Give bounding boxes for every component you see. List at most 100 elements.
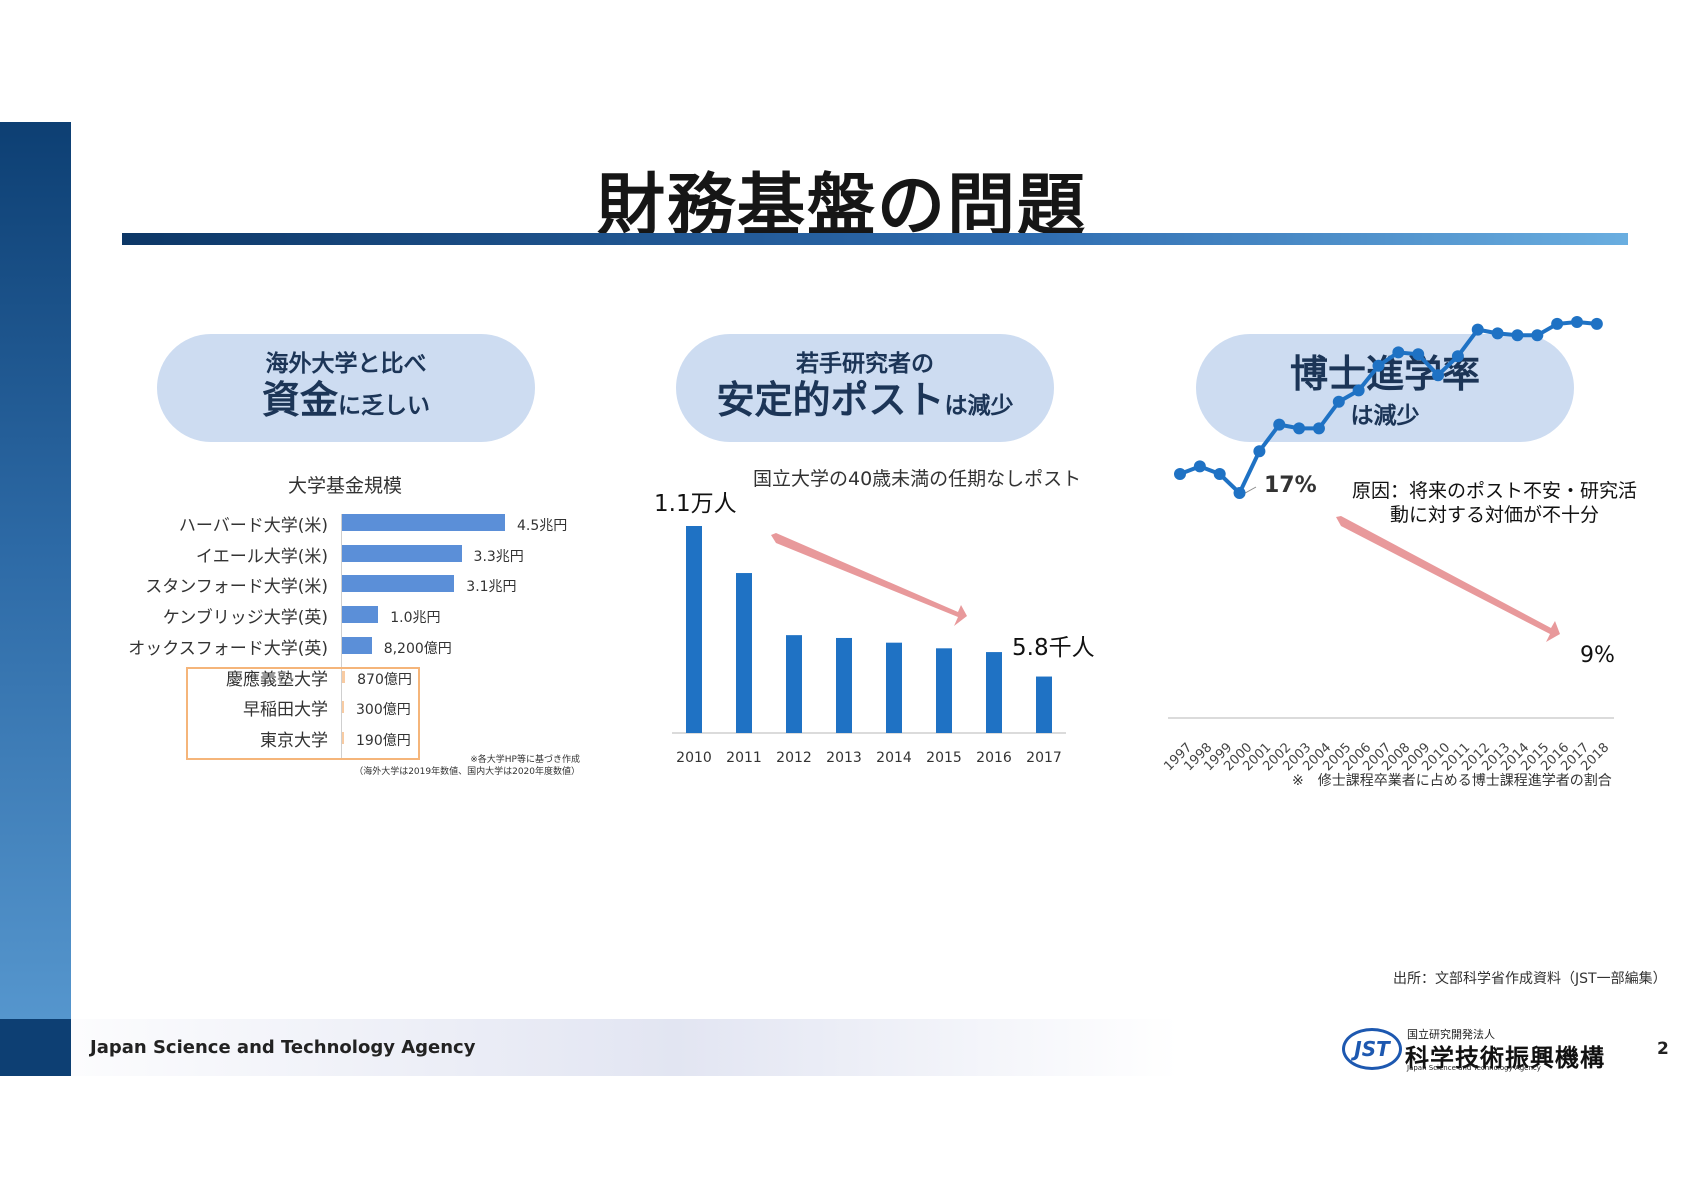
phd-rate-point [1332, 395, 1345, 408]
page-number: 2 [1657, 1039, 1669, 1059]
endowment-chart-title: 大学基金規模 [288, 475, 403, 497]
endowment-value-label: 3.3兆円 [473, 548, 524, 565]
endowment-bar [342, 544, 462, 562]
endowment-axis-line [341, 514, 342, 758]
posts-bar [786, 635, 802, 733]
footer-org-name: Japan Science and Technology Agency [90, 1037, 476, 1058]
endowment-value-label: 4.5兆円 [517, 518, 568, 534]
phd-rate-point [1233, 487, 1246, 499]
phd-cause-line1: 原因：将来のポスト不安・研究活 [1352, 480, 1638, 502]
posts-bar [686, 526, 702, 733]
endowment-category-label: ケンブリッジ大学(英) [162, 608, 328, 629]
posts-year-tick: 2010 [676, 750, 712, 766]
endowment-category-label: スタンフォード大学(米) [145, 577, 328, 598]
phd-rate-point [1293, 422, 1306, 435]
posts-pill-rest: は減少 [944, 393, 1014, 419]
endowment-value-label: 8,200億円 [383, 640, 452, 657]
phd-rate-point [1531, 329, 1544, 342]
phd-rate-point [1312, 422, 1325, 435]
logo-org-type: 国立研究開発法人 [1407, 1028, 1495, 1041]
funds-pill-rest: に乏しい [338, 393, 430, 419]
endowment-category-label: 慶應義塾大学 [226, 669, 328, 690]
phd-rate-point [1213, 468, 1226, 480]
posts-bar [986, 652, 1002, 733]
funds-heading-pill: 海外大学と比べ 資金に乏しい [157, 334, 535, 442]
posts-heading-pill: 若手研究者の 安定的ポストは減少 [676, 334, 1054, 442]
phd-rate-point [1432, 369, 1445, 382]
endowment-bar [342, 701, 344, 714]
phd-rate-point [1511, 329, 1524, 342]
posts-chart-title: 国立大学の40歳未満の任期なしポスト [753, 468, 1082, 490]
page-title: 財務基盤の問題 [596, 167, 1087, 246]
phd-rate-point [1551, 317, 1564, 330]
phd-pill-rest: は減少 [1350, 403, 1420, 429]
phd-trend-arrow [1336, 516, 1560, 642]
posts-year-tick: 2014 [876, 750, 912, 766]
posts-bar [936, 648, 952, 733]
posts-pill-line1: 若手研究者の [796, 351, 934, 377]
footer-band [0, 1019, 1684, 1076]
phd-rate-point [1412, 348, 1425, 361]
phd-rate-line [1179, 319, 1597, 497]
endowment-bar [342, 575, 455, 593]
endowment-note: ※各大学HP等に基づき作成 （海外大学は2019年数値、国内大学は2020年度数… [330, 754, 580, 778]
endowment-value-label: 3.1兆円 [466, 579, 517, 596]
logo-org-english: Japan Science and Technology Agency [1407, 1064, 1541, 1072]
posts-year-tick: 2012 [776, 750, 812, 766]
endowment-note-line1: ※各大学HP等に基づき作成 [470, 755, 580, 765]
source-citation: 出所：文部科学省作成資料（JST一部編集） [1393, 971, 1667, 987]
phd-cause-annotation: 原因：将来のポスト不安・研究活 動に対する対価が不十分 [1352, 479, 1637, 527]
phd-heading-pill: 博士進学率 は減少 [1196, 334, 1574, 442]
posts-pill-big: 安定的ポスト [716, 378, 945, 422]
jst-logo-icon: JST [1342, 1028, 1402, 1070]
endowment-category-label: 東京大学 [260, 730, 328, 751]
posts-bar [1036, 676, 1052, 733]
phd-footnote: ※ 修士課程卒業者に占める博士課程進学者の割合 [1292, 773, 1612, 789]
endowment-bar [342, 731, 344, 744]
funds-pill-line1: 海外大学と比べ [265, 351, 427, 377]
domestic-highlight-box [186, 667, 420, 760]
endowment-value-label: 1.0兆円 [390, 610, 441, 627]
logo-org-name: 科学技術振興機構 [1405, 1044, 1605, 1072]
phd-peak-label: 17% [1264, 473, 1317, 498]
endowment-bar [342, 670, 346, 683]
endowment-value-label: 870億円 [357, 671, 412, 688]
phd-end-label: 9% [1580, 643, 1615, 668]
phd-rate-point [1571, 316, 1583, 328]
endowment-bar [342, 606, 379, 624]
endowment-bar [342, 514, 505, 531]
posts-bar [886, 642, 902, 733]
posts-bar [736, 573, 752, 733]
endowment-category-label: イエール大学(米) [195, 546, 328, 567]
phd-rate-point [1590, 317, 1603, 330]
endowment-bar [342, 636, 372, 654]
endowment-note-line2: （海外大学は2019年数値、国内大学は2020年度数値） [354, 767, 580, 777]
posts-start-label: 1.1万人 [654, 491, 737, 517]
posts-year-tick: 2011 [726, 750, 762, 766]
endowment-category-label: ハーバード大学(米) [178, 516, 328, 536]
phd-rate-point [1451, 350, 1464, 363]
posts-year-tick: 2013 [826, 750, 862, 766]
phd-rate-point [1193, 460, 1206, 473]
phd-rate-point [1392, 346, 1405, 359]
endowment-value-label: 190億円 [356, 732, 411, 749]
posts-year-tick: 2016 [976, 750, 1012, 766]
posts-year-tick: 2017 [1026, 750, 1062, 766]
phd-rate-point [1174, 468, 1186, 480]
endowment-category-label: オックスフォード大学(英) [128, 638, 328, 659]
endowment-category-label: 早稲田大学 [243, 700, 328, 721]
left-accent-bar [0, 122, 71, 1075]
phd-cause-line2: 動に対する対価が不十分 [1390, 504, 1600, 526]
posts-end-label: 5.8千人 [1012, 635, 1095, 661]
posts-trend-arrow [771, 533, 967, 626]
phd-rate-point [1253, 445, 1266, 458]
phd-rate-point [1471, 323, 1484, 336]
phd-rate-point [1372, 359, 1385, 372]
funds-pill-big: 資金 [261, 378, 338, 422]
title-underline [122, 233, 1628, 245]
endowment-value-label: 300億円 [356, 702, 411, 719]
posts-year-tick: 2015 [926, 750, 962, 766]
footer-accent [0, 1019, 71, 1076]
phd-rate-point [1491, 327, 1504, 340]
